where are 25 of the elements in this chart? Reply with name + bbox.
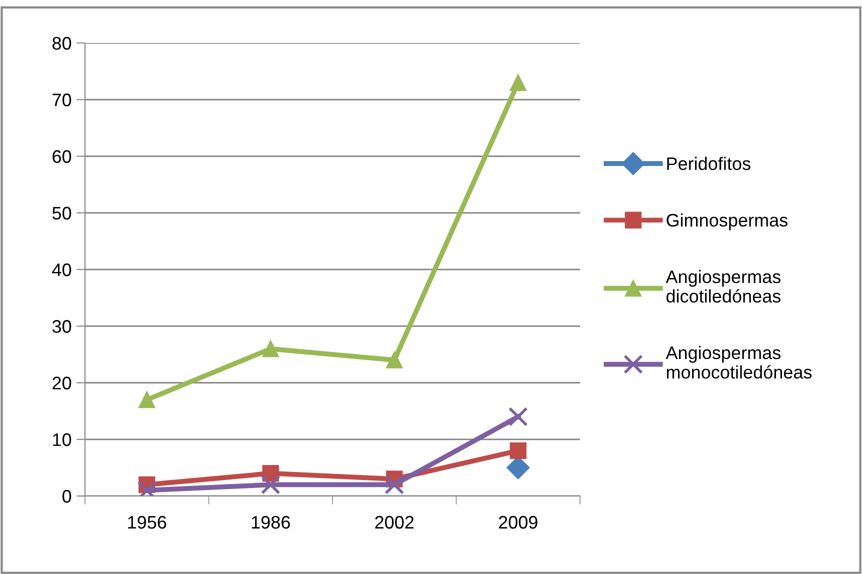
point (384, 474, 404, 494)
y-tick-label: 40 (52, 263, 72, 276)
point (260, 474, 280, 494)
point (386, 352, 403, 368)
legend-label: Gimnospermas (666, 213, 788, 230)
y-tick-label: 80 (52, 36, 72, 50)
point (510, 74, 526, 91)
legend-label: Angiospermas monocotiledóneas (666, 346, 812, 379)
y-tick-label: 50 (52, 206, 72, 220)
y-tick-label: 0 (62, 490, 72, 503)
y-tick-label: 10 (53, 433, 72, 446)
y-tick-label: 20 (52, 376, 72, 390)
x-tick-label: 1986 (252, 516, 290, 529)
point (508, 407, 528, 426)
x-tick-label: 1956 (128, 516, 166, 529)
x-tick-label: 2009 (498, 516, 538, 529)
y-tick-label: 70 (52, 94, 72, 106)
legend-label: Angiospermas dicotiledóneas (666, 270, 781, 303)
y-tick-label: 60 (52, 150, 72, 163)
x-tick-label: 2002 (375, 516, 414, 529)
point (138, 391, 156, 408)
point (262, 340, 279, 358)
point (510, 442, 526, 460)
legend-label: Peridofitos (667, 156, 750, 170)
y-tick-label: 30 (52, 320, 72, 333)
